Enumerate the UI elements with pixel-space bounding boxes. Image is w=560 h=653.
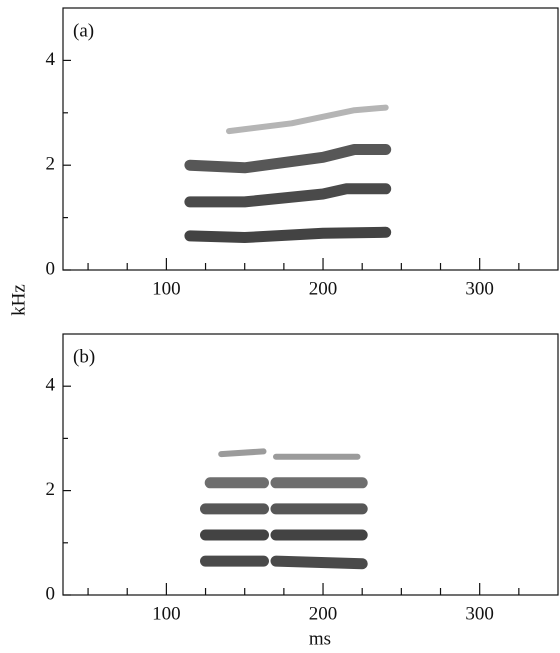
x-tick-label: 200 [309, 278, 338, 299]
y-tick-label: 0 [46, 583, 56, 604]
harmonic-band [184, 144, 392, 174]
panel-label: (a) [73, 20, 94, 41]
x-tick-label: 300 [465, 278, 494, 299]
y-tick-label: 2 [46, 154, 56, 175]
y-tick-label: 2 [46, 479, 56, 500]
y-tick-label: 0 [46, 258, 56, 279]
x-tick-label: 300 [465, 603, 494, 624]
harmonic-band [184, 183, 392, 208]
plot-frame [62, 333, 559, 596]
harmonic-band [184, 226, 392, 243]
plot-frame [62, 7, 559, 271]
harmonic-band [226, 104, 389, 135]
panel-label: (b) [73, 346, 95, 367]
y-tick-label: 4 [46, 49, 56, 70]
x-axis-label: ms [309, 628, 331, 649]
x-tick-label: 100 [152, 603, 181, 624]
harmonic-band [200, 555, 368, 570]
x-tick-label: 100 [152, 278, 181, 299]
y-axis-label: kHz [8, 284, 29, 316]
y-tick-label: 4 [46, 375, 56, 396]
harmonic-band [218, 448, 361, 460]
x-tick-label: 200 [309, 603, 338, 624]
